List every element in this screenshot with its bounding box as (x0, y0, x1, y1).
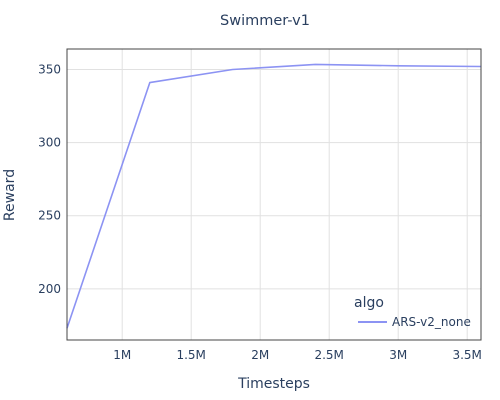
y-tick-label: 300 (38, 136, 61, 150)
plot-frame (66, 48, 482, 341)
x-tick-label: 3M (389, 348, 407, 362)
x-tick-label: 1M (113, 348, 131, 362)
series-line (66, 63, 482, 329)
chart-title: Swimmer-v1 (220, 13, 310, 29)
plot-area: 1M 1.5M 2M 2.5M 3M 3.5M 200 250 300 350 (38, 48, 482, 362)
x-tick-label: 3.5M (452, 348, 481, 362)
legend-title: algo (354, 295, 384, 311)
y-tick-label: 350 (38, 62, 61, 76)
x-axis-title: Timesteps (237, 376, 310, 392)
x-tick-label: 2M (251, 348, 269, 362)
legend: algo ARS-v2_none (354, 295, 471, 329)
legend-label: ARS-v2_none (392, 315, 471, 329)
x-tick-label: 1.5M (176, 348, 205, 362)
x-tick-label: 2.5M (314, 348, 343, 362)
y-tick-label: 200 (38, 282, 61, 296)
y-tick-label: 250 (38, 209, 61, 223)
y-axis-title: Reward (2, 169, 18, 221)
